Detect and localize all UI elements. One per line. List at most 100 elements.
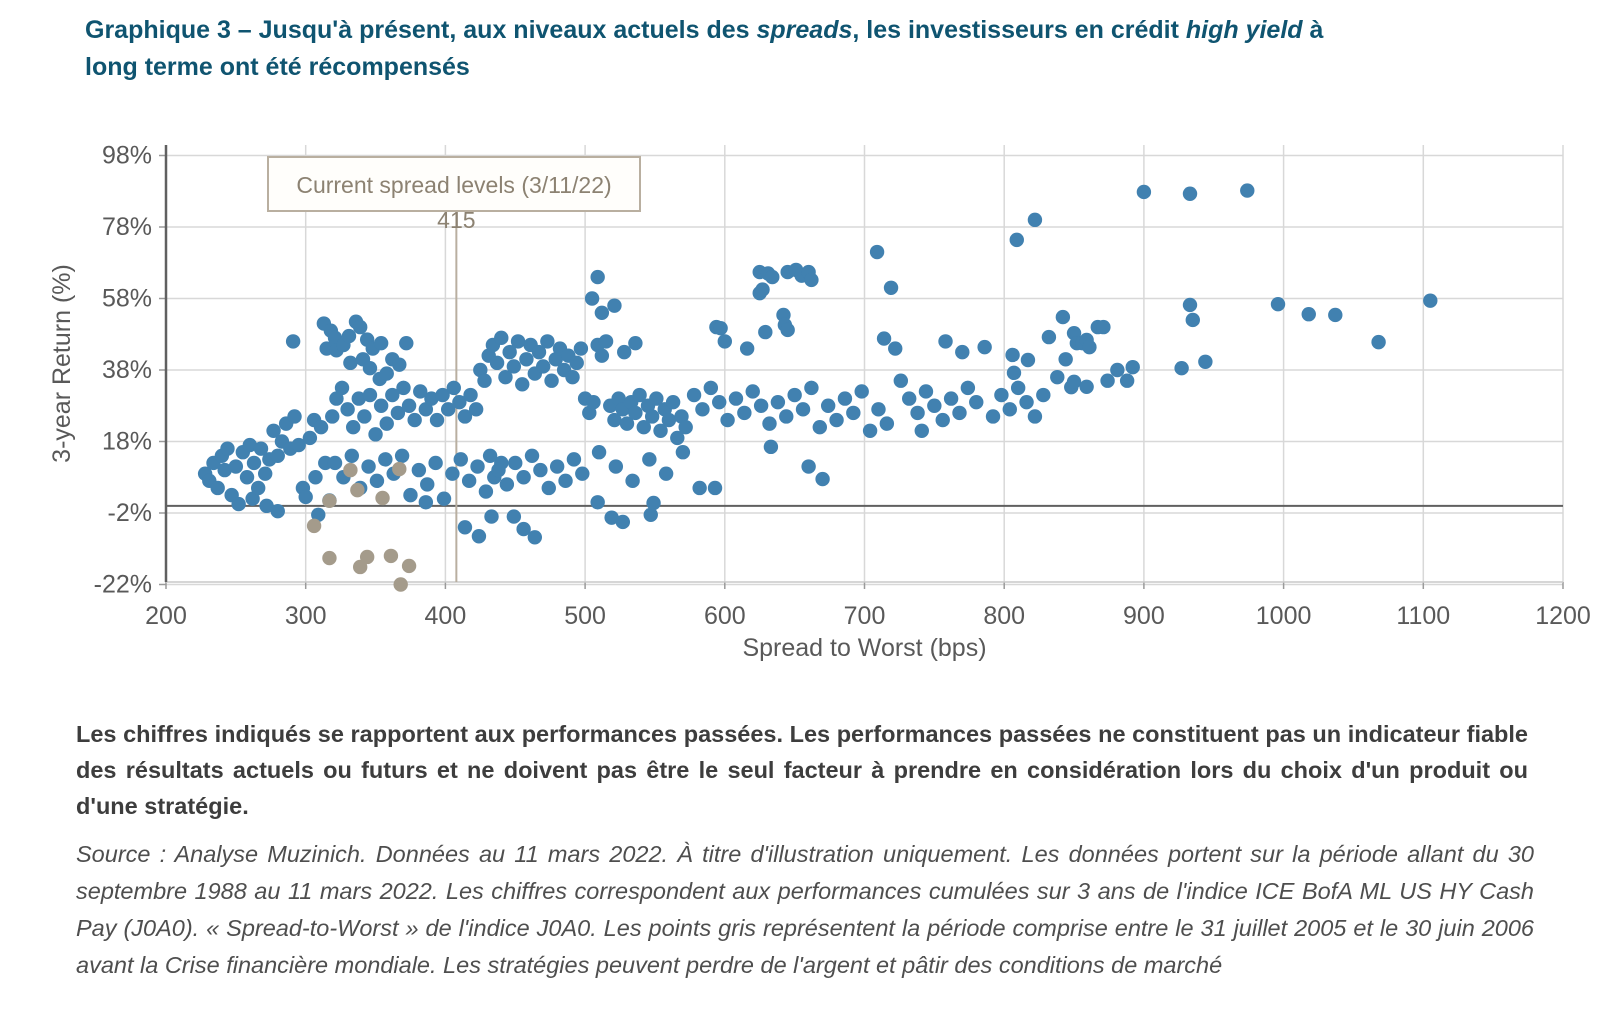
data-point-blue bbox=[251, 480, 266, 496]
data-point-blue bbox=[665, 394, 681, 410]
y-axis-title: 3-year Return (%) bbox=[48, 264, 76, 463]
data-point-blue bbox=[644, 409, 660, 424]
data-point-blue bbox=[361, 459, 376, 474]
data-point-blue bbox=[1125, 359, 1140, 375]
data-point-blue bbox=[494, 330, 509, 346]
x-axis-title: Spread to Worst (bps) bbox=[742, 634, 986, 662]
data-point-blue bbox=[615, 514, 631, 530]
data-point-blue bbox=[327, 455, 343, 471]
figure-title-text-3: à bbox=[1302, 16, 1324, 44]
figure-title-italic-high-yield: high yield bbox=[1185, 16, 1303, 44]
data-point-blue bbox=[1136, 184, 1152, 200]
data-point-blue bbox=[943, 391, 959, 406]
x-tick-label: 700 bbox=[844, 602, 886, 630]
data-point-blue bbox=[607, 298, 622, 313]
data-point-blue bbox=[429, 412, 445, 428]
data-point-blue bbox=[661, 412, 677, 428]
data-point-blue bbox=[407, 412, 422, 428]
data-point-blue bbox=[482, 448, 498, 463]
data-point-blue bbox=[334, 380, 350, 396]
data-point-blue bbox=[1182, 186, 1198, 201]
data-point-blue bbox=[765, 269, 780, 285]
data-point-blue bbox=[508, 455, 523, 471]
data-point-blue bbox=[399, 335, 414, 351]
data-point-blue bbox=[436, 491, 452, 506]
data-point-blue bbox=[352, 319, 368, 335]
data-point-blue bbox=[291, 437, 306, 453]
data-point-blue bbox=[362, 387, 378, 403]
data-point-blue bbox=[457, 520, 473, 535]
data-point-blue bbox=[888, 341, 903, 356]
data-point-blue bbox=[527, 530, 543, 545]
data-point-gray bbox=[401, 558, 417, 574]
data-point-blue bbox=[357, 409, 372, 424]
annotation-box bbox=[267, 156, 641, 212]
data-point-blue bbox=[1036, 387, 1051, 403]
past-performance-disclaimer: Les chiffres indiqués se rapportent aux … bbox=[76, 721, 1528, 819]
data-point-blue bbox=[373, 398, 389, 413]
data-point-blue bbox=[1423, 293, 1438, 308]
data-point-blue bbox=[1020, 352, 1036, 368]
data-point-blue bbox=[938, 334, 953, 349]
data-point-blue bbox=[935, 412, 950, 428]
figure-title-text-2: , les investisseurs en crédit bbox=[852, 16, 1186, 44]
data-point-blue bbox=[1006, 365, 1022, 381]
data-point-blue bbox=[780, 322, 795, 338]
data-point-blue bbox=[646, 495, 661, 511]
data-point-blue bbox=[541, 480, 556, 496]
data-point-blue bbox=[1371, 334, 1386, 350]
data-point-blue bbox=[755, 282, 770, 297]
data-point-blue bbox=[220, 441, 235, 456]
data-point-blue bbox=[392, 357, 407, 372]
data-point-blue bbox=[378, 452, 393, 467]
data-point-blue bbox=[457, 409, 473, 424]
data-point-blue bbox=[1002, 402, 1017, 417]
data-point-blue bbox=[253, 441, 269, 456]
data-point-blue bbox=[619, 416, 635, 431]
data-point-blue bbox=[1328, 307, 1343, 323]
data-point-blue bbox=[1050, 369, 1065, 385]
data-point-blue bbox=[257, 466, 273, 481]
data-point-blue bbox=[246, 455, 262, 471]
x-tick-label: 300 bbox=[285, 602, 327, 630]
data-point-blue bbox=[952, 405, 967, 421]
data-point-gray bbox=[306, 518, 322, 534]
x-tick-label: 400 bbox=[425, 602, 467, 630]
data-point-blue bbox=[531, 344, 547, 360]
data-point-blue bbox=[695, 402, 710, 417]
y-tick-label: 18% bbox=[102, 428, 152, 456]
data-point-blue bbox=[575, 466, 590, 481]
data-point-blue bbox=[228, 459, 244, 474]
data-point-blue bbox=[604, 510, 619, 525]
data-point-blue bbox=[607, 412, 622, 428]
data-point-blue bbox=[590, 269, 605, 285]
data-point-blue bbox=[739, 341, 755, 356]
figure-title-line2: long terme ont été récompensés bbox=[85, 53, 470, 81]
data-point-blue bbox=[390, 405, 406, 421]
data-point-blue bbox=[569, 355, 584, 371]
data-point-blue bbox=[502, 344, 517, 360]
data-point-blue bbox=[351, 391, 366, 406]
annotation-label: Current spread levels (3/11/22) bbox=[296, 172, 611, 198]
data-point-blue bbox=[287, 409, 302, 424]
data-point-blue bbox=[565, 369, 580, 385]
data-point-blue bbox=[313, 420, 329, 435]
data-point-blue bbox=[329, 391, 344, 406]
data-point-blue bbox=[598, 334, 614, 349]
data-point-blue bbox=[506, 359, 522, 374]
data-point-blue bbox=[1240, 183, 1255, 198]
data-point-blue bbox=[1005, 347, 1020, 363]
data-point-blue bbox=[804, 272, 819, 288]
data-point-blue bbox=[594, 305, 610, 320]
data-point-gray bbox=[352, 559, 368, 575]
data-point-blue bbox=[499, 477, 515, 492]
data-point-blue bbox=[396, 380, 411, 396]
data-point-gray bbox=[359, 549, 375, 565]
y-tick-label: 78% bbox=[102, 213, 152, 241]
data-point-blue bbox=[411, 462, 427, 478]
data-point-gray bbox=[375, 490, 390, 506]
data-point-blue bbox=[461, 473, 477, 489]
data-point-blue bbox=[369, 473, 385, 489]
data-point-blue bbox=[1270, 297, 1286, 312]
data-point-blue bbox=[762, 416, 777, 431]
